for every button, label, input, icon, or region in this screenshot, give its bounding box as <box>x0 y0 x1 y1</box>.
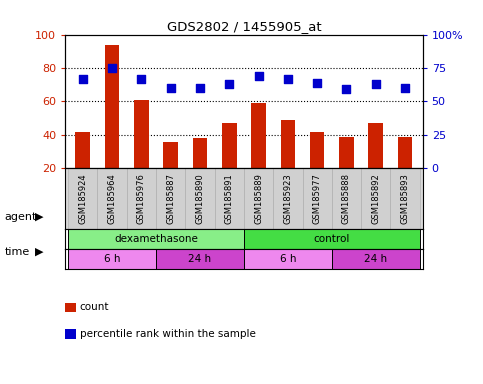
Text: control: control <box>313 234 350 244</box>
Point <box>196 85 204 91</box>
Bar <box>398 137 412 169</box>
Text: ▶: ▶ <box>35 212 44 222</box>
Bar <box>214 169 244 228</box>
Text: time: time <box>5 247 30 257</box>
Point <box>255 73 262 79</box>
Bar <box>156 249 244 269</box>
Text: GSM185890: GSM185890 <box>196 173 204 224</box>
Bar <box>339 137 354 169</box>
Text: ▶: ▶ <box>35 247 44 257</box>
Text: 6 h: 6 h <box>280 254 296 264</box>
Bar <box>134 100 149 169</box>
Point <box>372 81 380 87</box>
Text: GSM185977: GSM185977 <box>313 173 322 224</box>
Bar <box>369 123 383 169</box>
Point <box>342 86 350 93</box>
Text: 24 h: 24 h <box>364 254 387 264</box>
Point <box>138 76 145 82</box>
Text: GSM185976: GSM185976 <box>137 173 146 224</box>
Bar <box>98 169 127 228</box>
Point <box>284 76 292 82</box>
Bar <box>390 169 420 228</box>
Bar <box>156 169 185 228</box>
Text: percentile rank within the sample: percentile rank within the sample <box>80 329 256 339</box>
Point <box>167 85 174 91</box>
Text: GSM185964: GSM185964 <box>108 173 116 224</box>
Point <box>108 65 116 71</box>
Bar <box>273 169 302 228</box>
Bar <box>244 169 273 228</box>
Point <box>226 81 233 87</box>
Point <box>313 79 321 86</box>
Text: GSM185923: GSM185923 <box>284 173 292 224</box>
Bar <box>244 249 332 269</box>
Title: GDS2802 / 1455905_at: GDS2802 / 1455905_at <box>167 20 321 33</box>
Bar <box>251 103 266 169</box>
Point <box>79 76 86 82</box>
Bar <box>222 123 237 169</box>
Bar <box>68 249 156 269</box>
Bar <box>281 120 295 169</box>
Bar <box>302 169 332 228</box>
Text: GSM185887: GSM185887 <box>166 173 175 224</box>
Text: GSM185889: GSM185889 <box>254 173 263 224</box>
Bar <box>332 169 361 228</box>
Bar <box>185 169 214 228</box>
Text: GSM185892: GSM185892 <box>371 173 380 224</box>
Bar <box>127 169 156 228</box>
Text: 6 h: 6 h <box>104 254 120 264</box>
Text: 24 h: 24 h <box>188 254 212 264</box>
Bar <box>163 142 178 169</box>
Bar <box>361 169 390 228</box>
Point <box>401 85 409 91</box>
Bar <box>332 249 420 269</box>
Bar <box>193 138 207 169</box>
Text: agent: agent <box>5 212 37 222</box>
Text: GSM185924: GSM185924 <box>78 173 87 224</box>
Bar <box>75 132 90 169</box>
Bar <box>68 228 244 249</box>
Text: GSM185893: GSM185893 <box>400 173 410 224</box>
Text: count: count <box>80 302 109 312</box>
Text: GSM185888: GSM185888 <box>342 173 351 224</box>
Bar <box>68 169 98 228</box>
Text: dexamethasone: dexamethasone <box>114 234 198 244</box>
Bar <box>244 228 420 249</box>
Bar <box>105 45 119 169</box>
Bar <box>310 132 325 169</box>
Text: GSM185891: GSM185891 <box>225 173 234 224</box>
